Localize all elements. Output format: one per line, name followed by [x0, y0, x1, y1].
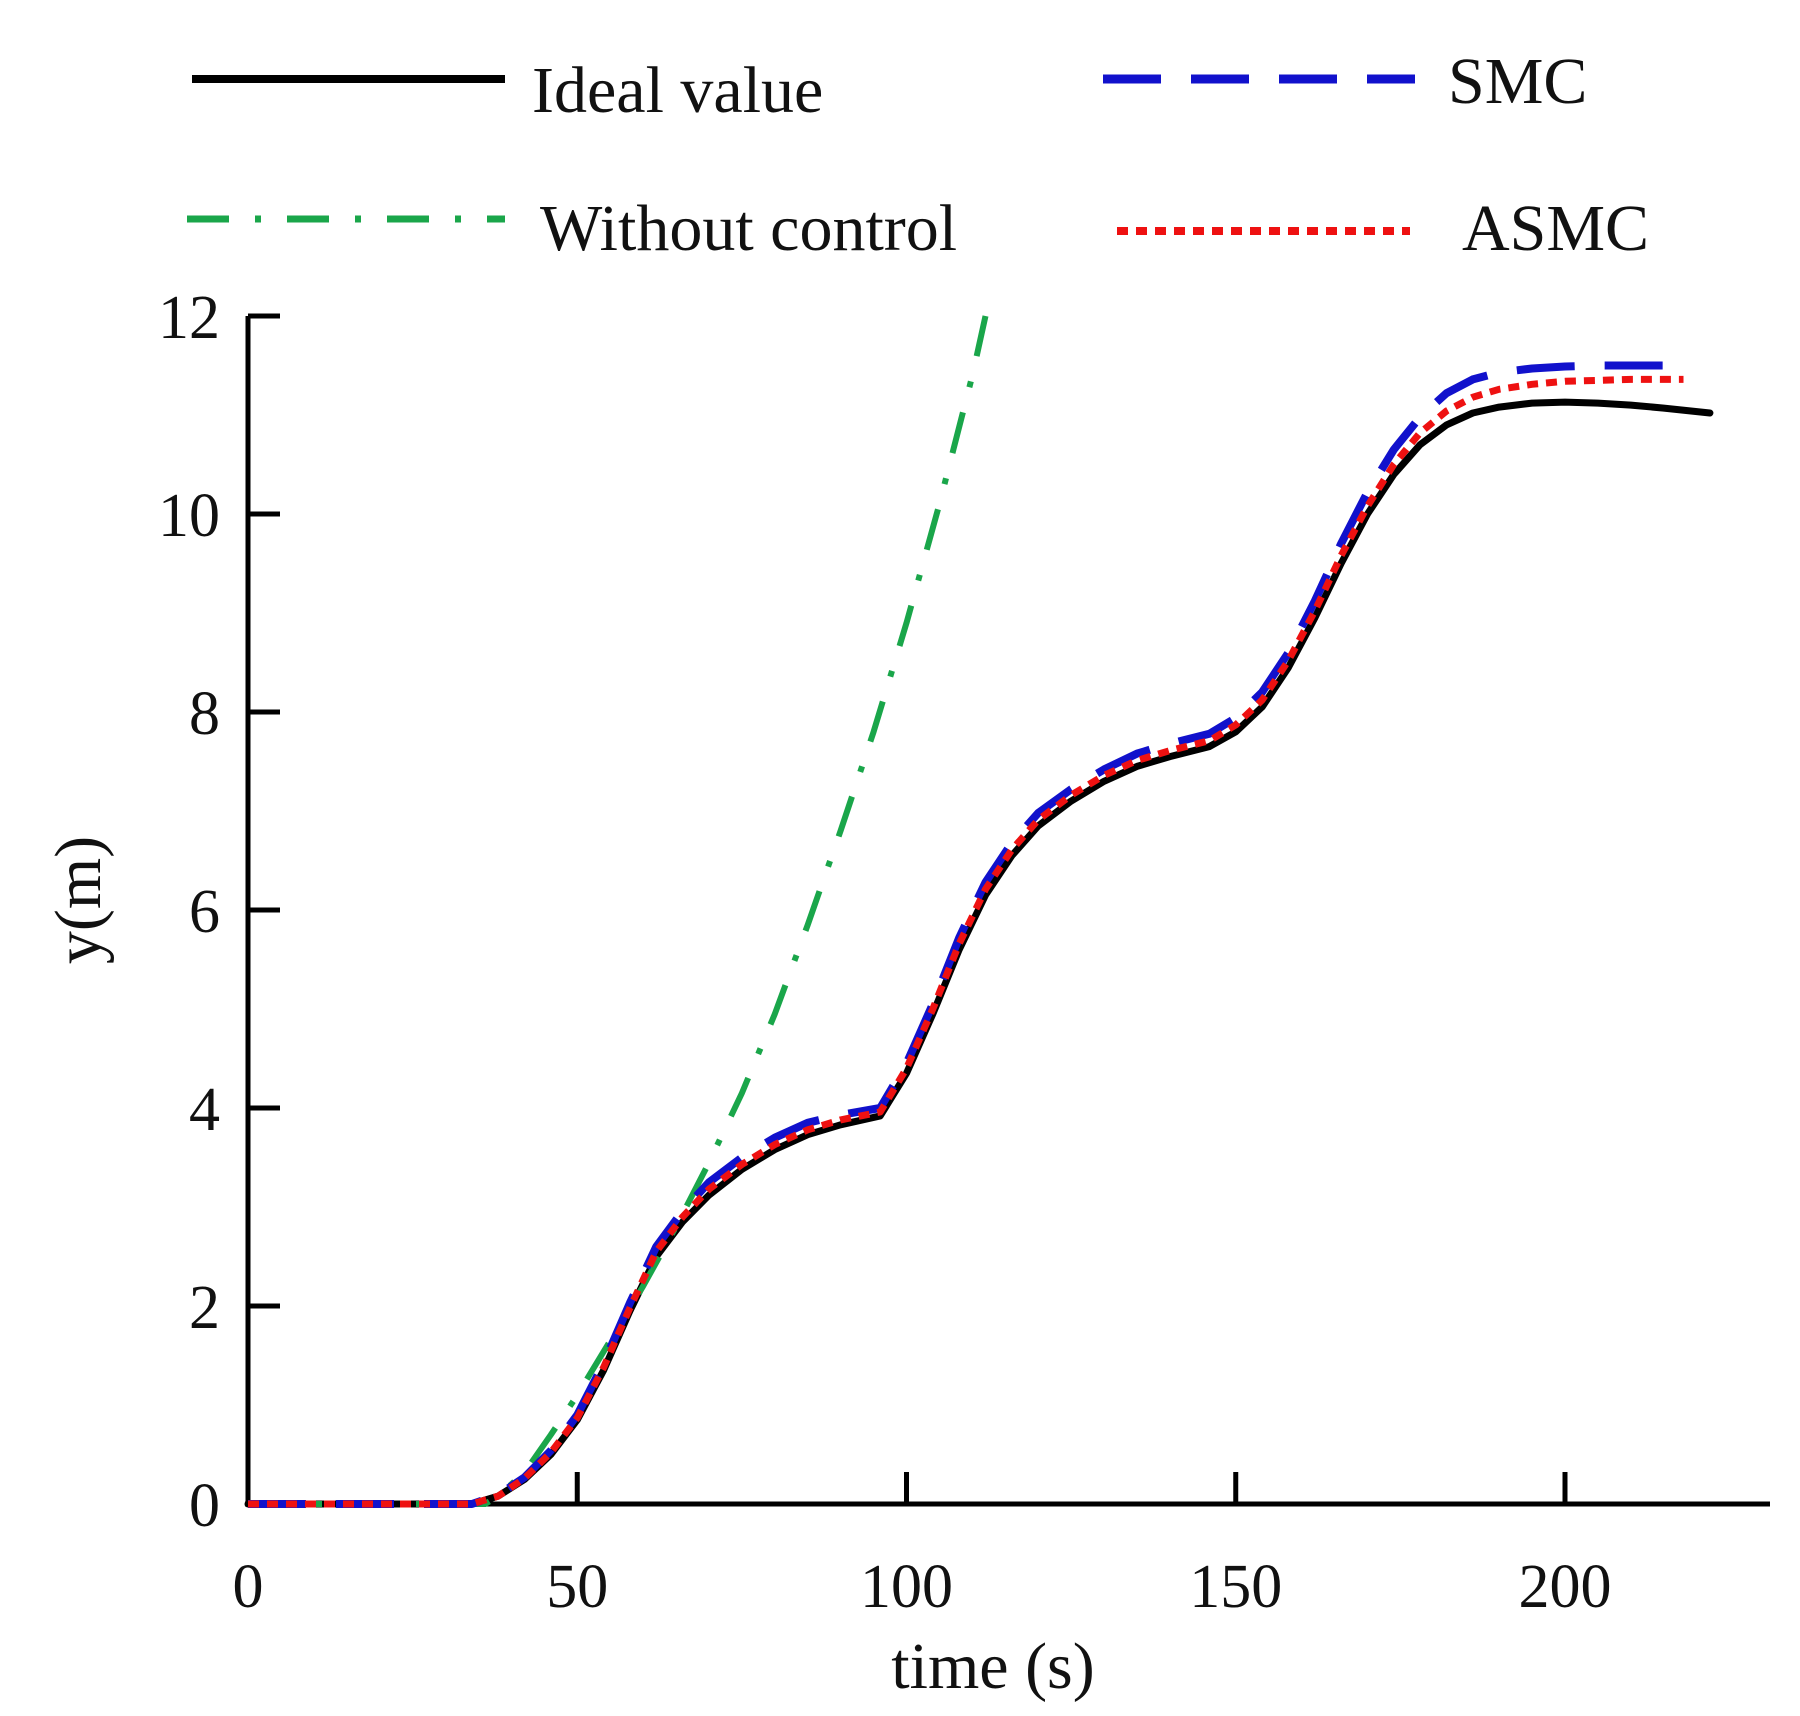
y-tick-label: 10 — [158, 482, 220, 550]
x-tick-label: 50 — [546, 1553, 608, 1621]
y-tick-label: 0 — [189, 1472, 220, 1540]
x-tick-label: 200 — [1519, 1553, 1612, 1621]
legend: Ideal value SMC Without control ASMC — [187, 45, 1649, 265]
series-line-smc — [248, 361, 1684, 1508]
x-axis-label: time (s) — [891, 1630, 1094, 1703]
x-tick-label: 0 — [233, 1553, 264, 1621]
series-layer — [244, 315, 1714, 1508]
y-axis-label: y(m) — [42, 836, 115, 964]
axes: 0 50 100 150 200 0 2 4 6 8 10 12 — [158, 284, 1770, 1621]
series-line-ideal-value — [244, 398, 1714, 1508]
y-tick-label: 4 — [189, 1076, 220, 1144]
y-tick-label: 12 — [158, 284, 220, 352]
x-tick-label: 150 — [1189, 1553, 1282, 1621]
series-line-asmc — [248, 375, 1684, 1508]
legend-label-smc: SMC — [1448, 45, 1587, 118]
y-tick-label: 6 — [189, 878, 220, 946]
y-tick-label: 8 — [189, 680, 220, 748]
legend-label-ideal-value: Ideal value — [532, 54, 823, 127]
legend-label-without-control: Without control — [540, 192, 957, 265]
x-tick-label: 100 — [860, 1553, 953, 1621]
y-tick-label: 2 — [189, 1274, 220, 1342]
legend-label-asmc: ASMC — [1462, 192, 1649, 265]
